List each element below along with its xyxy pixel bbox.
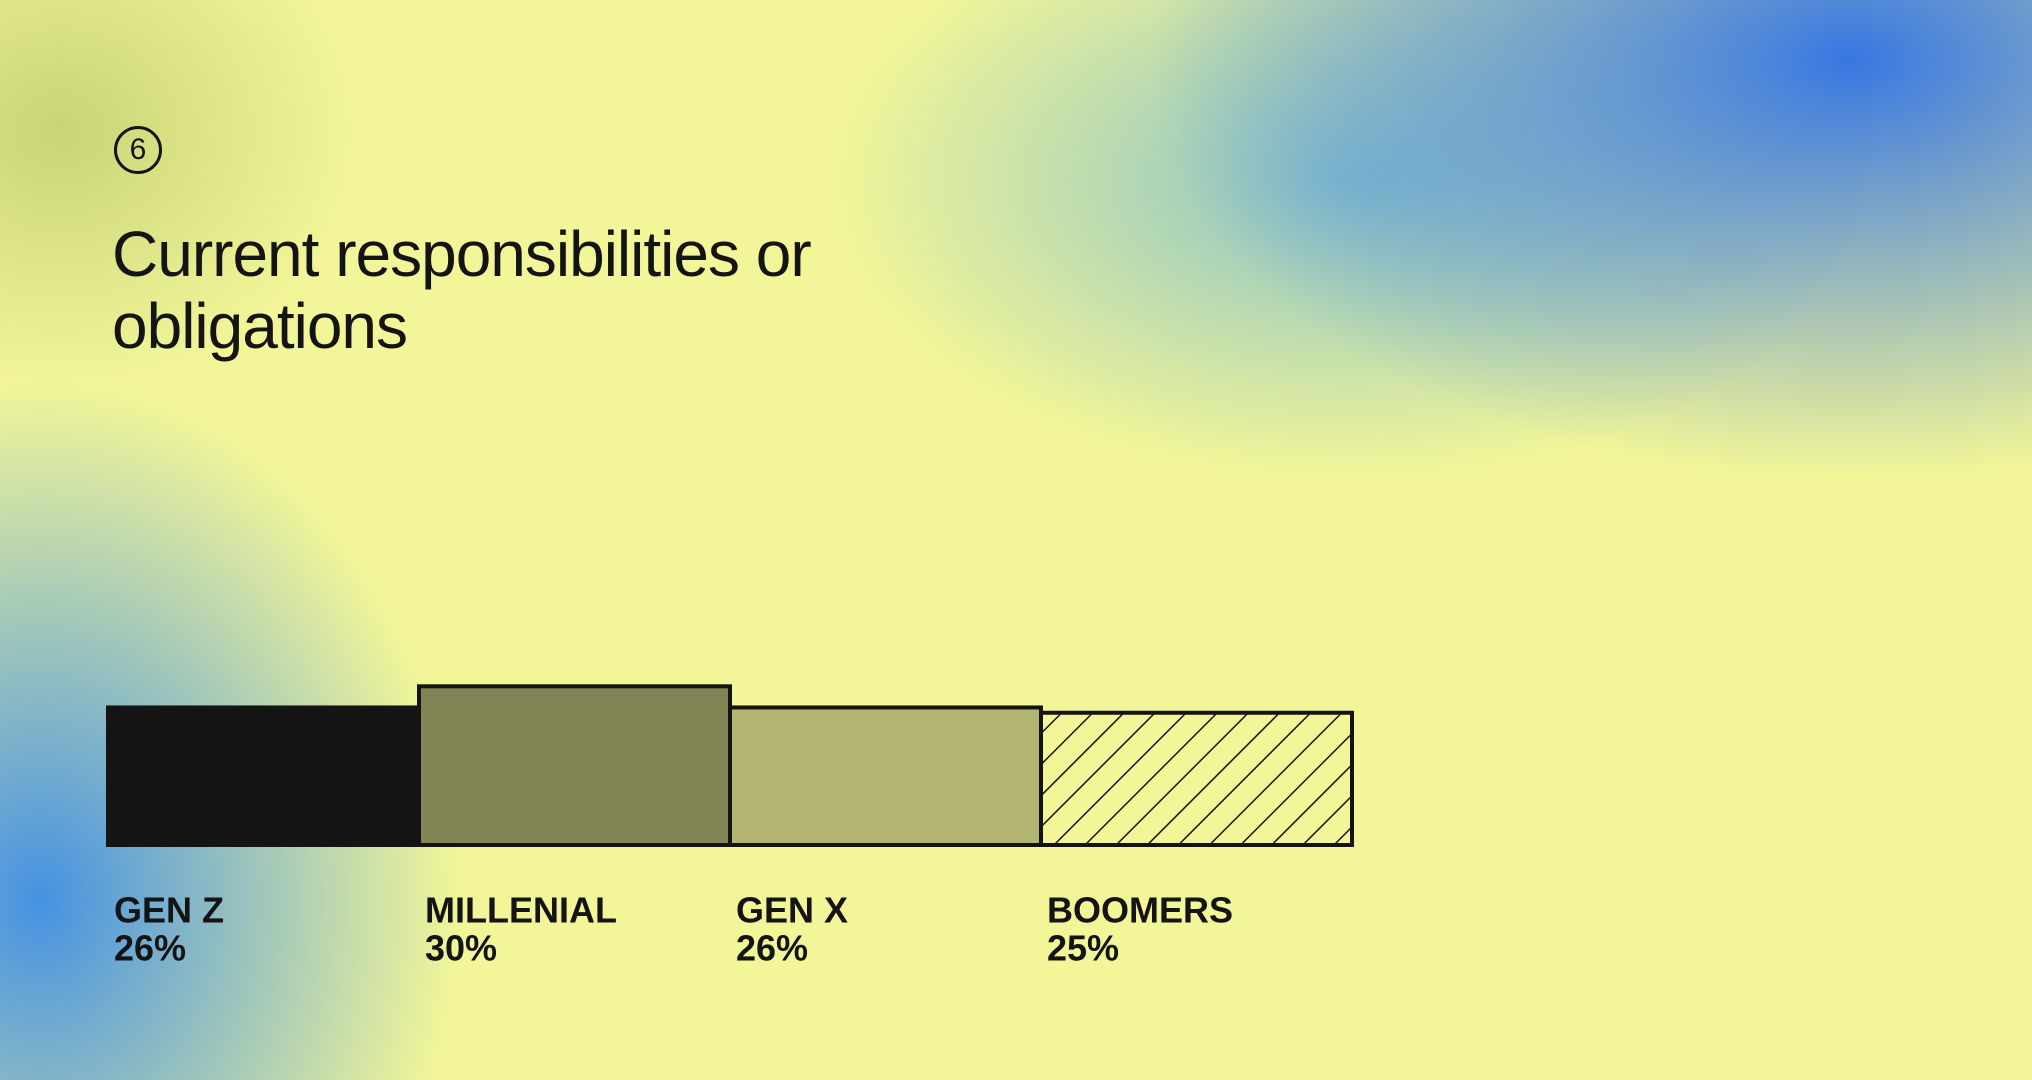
bar [106,705,421,848]
value-label: 26% [736,928,808,969]
category-label: BOOMERS [1047,890,1233,931]
bar [728,705,1043,848]
category-label: GEN X [736,890,848,931]
bar [1039,710,1354,847]
slide-number: 6 [114,126,162,174]
category-label: GEN Z [114,890,224,931]
bar [417,684,732,847]
chart-title: Current responsibilities or obligations [112,218,812,362]
value-label: 25% [1047,928,1119,969]
value-label: 30% [425,928,497,969]
value-label: 26% [114,928,186,969]
category-label: MILLENIAL [425,890,617,931]
